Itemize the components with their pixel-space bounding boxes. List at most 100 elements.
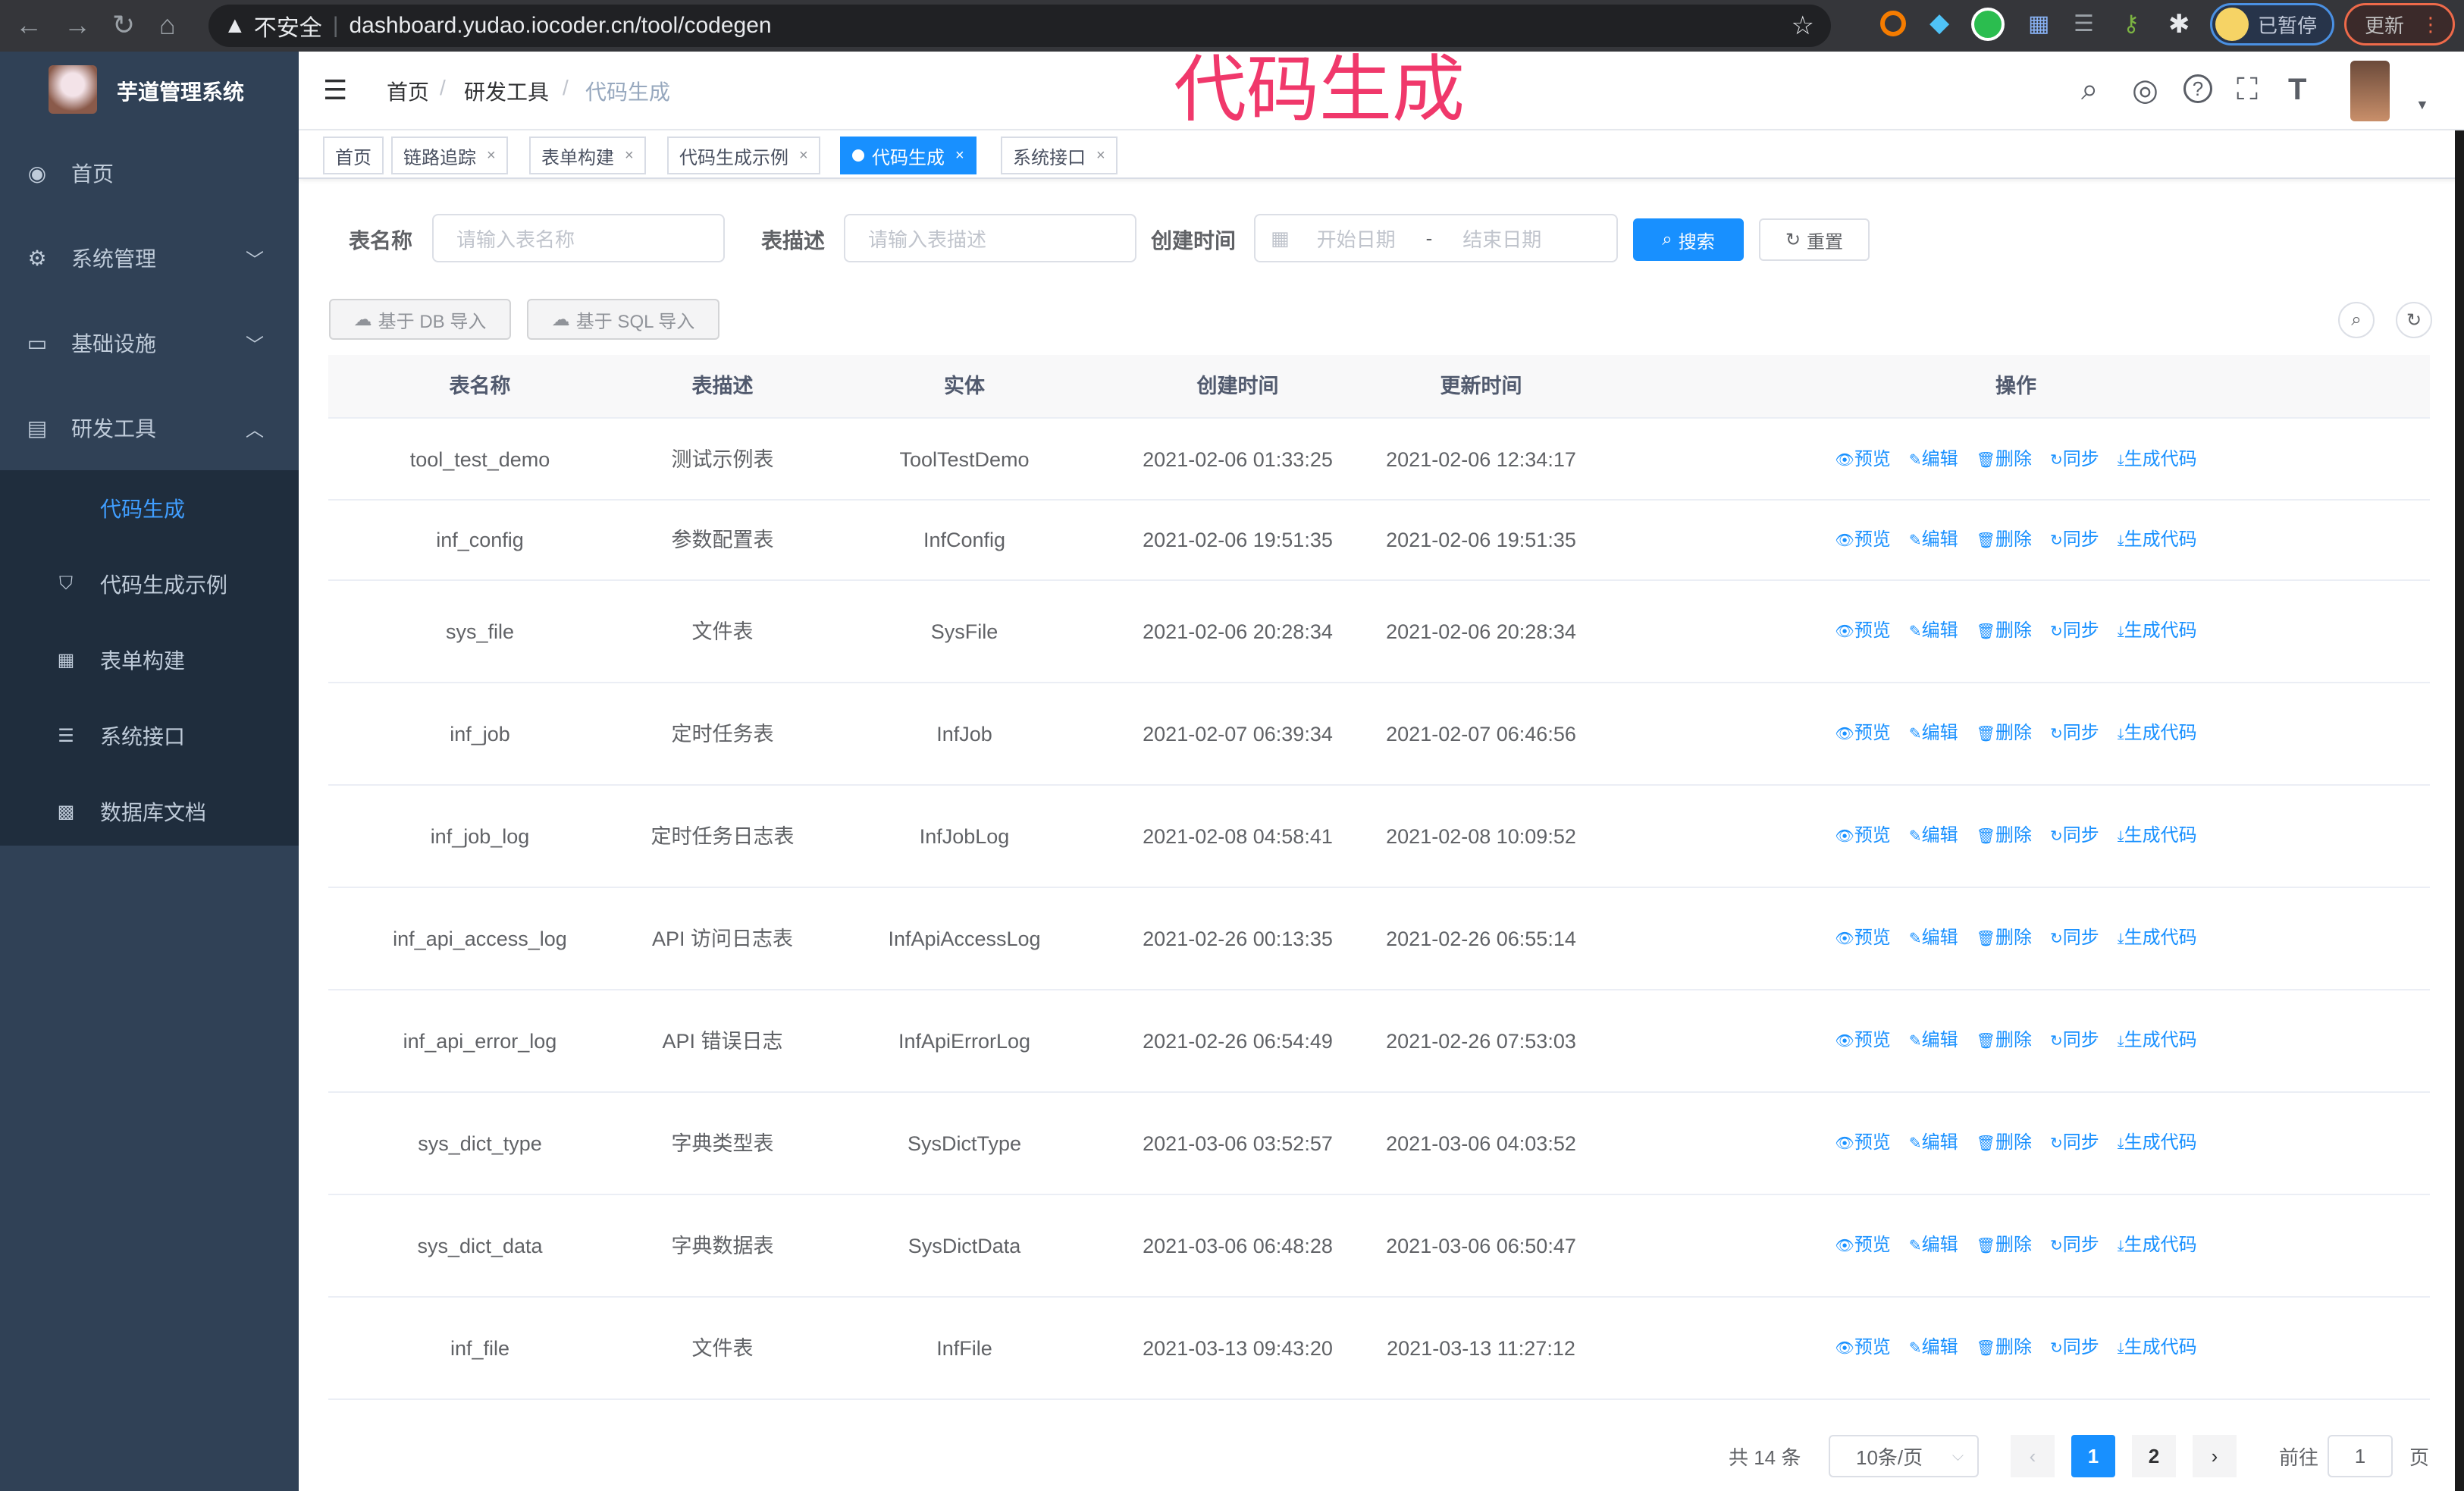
sidebar-subitem-0[interactable]: 代码生成: [0, 470, 299, 546]
extension-icon[interactable]: [1880, 11, 1906, 36]
url-text[interactable]: dashboard.yudao.iocoder.cn/tool/codegen: [349, 13, 772, 38]
action-2-button[interactable]: 🗑删除: [1977, 1023, 2032, 1059]
reset-button[interactable]: ↻ 重置: [1759, 218, 1870, 261]
action-2-button[interactable]: 🗑删除: [1977, 442, 2032, 478]
breadcrumb-home[interactable]: 首页: [387, 80, 430, 104]
table-name-input[interactable]: 请输入表名称: [432, 214, 725, 262]
action-4-button[interactable]: ⤓生成代码: [2118, 1023, 2197, 1059]
action-3-button[interactable]: ↻同步: [2050, 1330, 2099, 1366]
action-3-button[interactable]: ↻同步: [2050, 716, 2099, 752]
caret-down-icon[interactable]: ▼: [2415, 97, 2429, 112]
profile-button[interactable]: 已暂停: [2210, 3, 2334, 46]
action-4-button[interactable]: ⤓生成代码: [2118, 1125, 2197, 1161]
import-db-button[interactable]: ☁ 基于 DB 导入: [329, 299, 511, 340]
action-4-button[interactable]: ⤓生成代码: [2118, 1330, 2197, 1366]
address-bar[interactable]: ▲ 不安全 | dashboard.yudao.iocoder.cn/tool/…: [208, 5, 1831, 47]
close-icon[interactable]: ×: [625, 146, 634, 164]
action-3-button[interactable]: ↻同步: [2050, 614, 2099, 649]
action-0-button[interactable]: 👁预览: [1835, 614, 1890, 649]
action-4-button[interactable]: ⤓生成代码: [2118, 818, 2197, 854]
toggle-search-button[interactable]: ⌕: [2338, 302, 2375, 338]
action-4-button[interactable]: ⤓生成代码: [2118, 1228, 2197, 1263]
close-icon[interactable]: ×: [955, 146, 964, 164]
sidebar-item-3[interactable]: ▤ 研发工具 ︿: [0, 385, 299, 470]
close-icon[interactable]: ×: [1096, 146, 1105, 164]
action-4-button[interactable]: ⤓生成代码: [2118, 921, 2197, 956]
action-1-button[interactable]: ✎编辑: [1909, 1023, 1958, 1059]
action-3-button[interactable]: ↻同步: [2050, 1023, 2099, 1059]
extension-grid-icon[interactable]: ▦: [2028, 11, 2050, 36]
action-4-button[interactable]: ⤓生成代码: [2118, 523, 2197, 558]
sidebar-subitem-1[interactable]: ⛉ 代码生成示例: [0, 546, 299, 622]
sidebar-subitem-4[interactable]: ▩ 数据库文档: [0, 774, 299, 849]
extension-check-icon[interactable]: [1971, 8, 2005, 41]
action-4-button[interactable]: ⤓生成代码: [2118, 614, 2197, 649]
start-date-input[interactable]: 开始日期: [1316, 228, 1396, 251]
action-1-button[interactable]: ✎编辑: [1909, 716, 1958, 752]
fullscreen-icon[interactable]: ⛶: [2237, 73, 2258, 106]
action-1-button[interactable]: ✎编辑: [1909, 523, 1958, 558]
sidebar-item-0[interactable]: ◉ 首页: [0, 130, 299, 215]
action-0-button[interactable]: 👁预览: [1835, 1228, 1890, 1263]
search-icon[interactable]: ⌕: [2081, 73, 2099, 106]
action-1-button[interactable]: ✎编辑: [1909, 614, 1958, 649]
sidebar-item-1[interactable]: ⚙ 系统管理 ﹀: [0, 215, 299, 300]
action-4-button[interactable]: ⤓生成代码: [2118, 716, 2197, 752]
action-2-button[interactable]: 🗑删除: [1977, 716, 2032, 752]
date-range-picker[interactable]: ▦ 开始日期 - 结束日期: [1254, 214, 1618, 262]
goto-page-input[interactable]: 1: [2328, 1435, 2393, 1477]
sidebar-subitem-3[interactable]: ☰ 系统接口: [0, 698, 299, 774]
action-0-button[interactable]: 👁预览: [1835, 1330, 1890, 1366]
action-0-button[interactable]: 👁预览: [1835, 716, 1890, 752]
action-1-button[interactable]: ✎编辑: [1909, 442, 1958, 478]
tag-2[interactable]: 表单构建 ×: [529, 137, 646, 174]
prev-page-button[interactable]: ‹: [2011, 1435, 2055, 1477]
update-button[interactable]: 更新 ⋮: [2344, 3, 2455, 46]
action-1-button[interactable]: ✎编辑: [1909, 1228, 1958, 1263]
table-desc-input[interactable]: 请输入表描述: [844, 214, 1136, 262]
action-0-button[interactable]: 👁预览: [1835, 1023, 1890, 1059]
extension-gem-icon[interactable]: ◆: [1930, 8, 1950, 37]
action-2-button[interactable]: 🗑删除: [1977, 523, 2032, 558]
tag-4[interactable]: 代码生成 ×: [840, 137, 977, 174]
action-3-button[interactable]: ↻同步: [2050, 442, 2099, 478]
extension-key-icon[interactable]: ⚷: [2123, 11, 2140, 36]
page-1-button[interactable]: 1: [2071, 1435, 2115, 1477]
sidebar-subitem-2[interactable]: ▦ 表单构建: [0, 622, 299, 698]
star-icon[interactable]: ☆: [1791, 11, 1814, 40]
action-0-button[interactable]: 👁预览: [1835, 921, 1890, 956]
github-icon[interactable]: ◎: [2132, 74, 2158, 107]
action-2-button[interactable]: 🗑删除: [1977, 1125, 2032, 1161]
forward-icon[interactable]: →: [64, 9, 91, 40]
tag-5[interactable]: 系统接口 ×: [1001, 137, 1118, 174]
extension-on-icon[interactable]: ☰: [2074, 11, 2094, 36]
tag-3[interactable]: 代码生成示例 ×: [667, 137, 820, 174]
end-date-input[interactable]: 结束日期: [1462, 228, 1542, 251]
action-3-button[interactable]: ↻同步: [2050, 921, 2099, 956]
tag-1[interactable]: 链路追踪 ×: [391, 137, 508, 174]
action-1-button[interactable]: ✎编辑: [1909, 1125, 1958, 1161]
refresh-table-button[interactable]: ↻: [2396, 302, 2432, 338]
hamburger-icon[interactable]: ☰: [323, 74, 348, 105]
import-sql-button[interactable]: ☁ 基于 SQL 导入: [527, 299, 719, 340]
action-2-button[interactable]: 🗑删除: [1977, 818, 2032, 854]
breadcrumb-dev-tools[interactable]: 研发工具: [464, 80, 550, 104]
close-icon[interactable]: ×: [487, 146, 496, 164]
search-button[interactable]: ⌕ 搜索: [1633, 218, 1744, 261]
action-0-button[interactable]: 👁预览: [1835, 818, 1890, 854]
page-2-button[interactable]: 2: [2132, 1435, 2176, 1477]
action-3-button[interactable]: ↻同步: [2050, 818, 2099, 854]
action-2-button[interactable]: 🗑删除: [1977, 1330, 2032, 1366]
tag-0[interactable]: 首页: [323, 137, 384, 174]
help-icon[interactable]: ?: [2183, 74, 2212, 103]
sidebar-item-2[interactable]: ▭ 基础设施 ﹀: [0, 300, 299, 385]
close-icon[interactable]: ×: [799, 146, 808, 164]
action-0-button[interactable]: 👁预览: [1835, 1125, 1890, 1161]
page-size-select[interactable]: 10条/页 ⌵: [1829, 1435, 1979, 1477]
action-1-button[interactable]: ✎编辑: [1909, 1330, 1958, 1366]
action-3-button[interactable]: ↻同步: [2050, 523, 2099, 558]
puzzle-icon[interactable]: ✱: [2168, 10, 2190, 39]
action-3-button[interactable]: ↻同步: [2050, 1228, 2099, 1263]
reload-icon[interactable]: ↻: [112, 9, 136, 40]
action-0-button[interactable]: 👁预览: [1835, 442, 1890, 478]
